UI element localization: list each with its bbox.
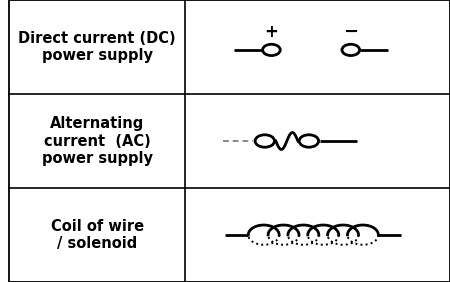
Circle shape — [299, 135, 319, 147]
Text: Coil of wire
/ solenoid: Coil of wire / solenoid — [51, 219, 144, 251]
Text: −: − — [343, 23, 358, 41]
Text: Alternating
current  (AC)
power supply: Alternating current (AC) power supply — [42, 116, 153, 166]
Circle shape — [255, 135, 274, 147]
Circle shape — [342, 44, 360, 56]
Circle shape — [263, 44, 280, 56]
Text: +: + — [265, 23, 279, 41]
Text: Direct current (DC)
power supply: Direct current (DC) power supply — [18, 31, 176, 63]
